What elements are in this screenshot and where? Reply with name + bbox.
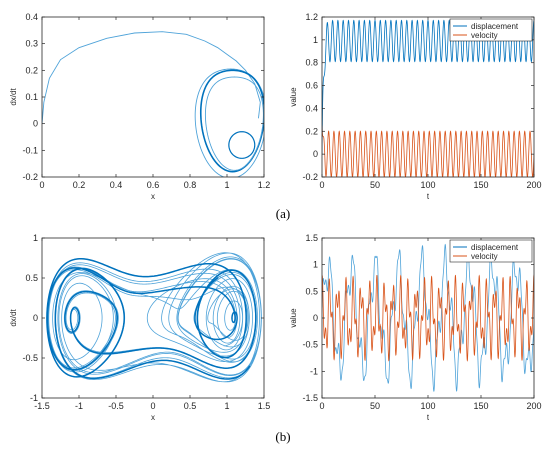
y-tick-label: 0	[33, 313, 38, 323]
x-axis-label: x	[151, 413, 155, 422]
row-label-b: (b)	[275, 429, 290, 444]
x-tick-label: 0.4	[110, 180, 123, 190]
trajectory-highlight	[46, 258, 257, 380]
y-tick-label: -1.5	[302, 393, 318, 403]
y-tick-label: 0.5	[305, 286, 318, 296]
y-tick-label: 0.8	[305, 58, 318, 68]
y-tick-label: -0.1	[22, 145, 38, 155]
x-tick-label: 150	[473, 180, 488, 190]
time-series-b: 0 50 100 150 200 -1.5 -1 -0.5 0 0.5 1 1.5 t value disp…	[289, 233, 542, 422]
legend-entry: velocity	[471, 252, 498, 261]
x-tick-label: 200	[526, 401, 541, 411]
row-label-a: (a)	[276, 206, 290, 221]
x-tick-label: 100	[420, 180, 435, 190]
x-tick-label: 1	[224, 180, 229, 190]
y-axis-label: dx/dt	[9, 88, 18, 106]
legend-entry: displacement	[471, 22, 519, 31]
x-axis-label: t	[427, 192, 430, 201]
x-tick-label: 1.5	[258, 401, 271, 411]
plot-area	[322, 19, 534, 177]
plot-area	[46, 252, 262, 383]
y-tick-label: 1.5	[305, 233, 318, 243]
y-tick-label: -0.5	[22, 353, 38, 363]
inner-loop	[228, 131, 256, 159]
y-tick-label: 1.2	[305, 12, 318, 22]
plot-area	[42, 31, 264, 177]
y-tick-label: 0	[313, 149, 318, 159]
y-tick-label: 0.2	[305, 126, 318, 136]
legend-entry: velocity	[471, 31, 498, 40]
y-tick-label: -1	[30, 393, 38, 403]
time-series-a: 0 50 100 150 200-0.200.20.40.60.811.2tvalued…	[289, 12, 542, 201]
y-tick-label: 0.4	[305, 103, 318, 113]
y-tick-label: 1	[313, 260, 318, 270]
y-tick-label: 0.4	[25, 12, 38, 22]
axes-frame	[41, 16, 265, 178]
limit-cycle	[204, 76, 264, 171]
series-displacement	[322, 19, 534, 155]
x-tick-label: 0.8	[184, 180, 197, 190]
x-tick-label: 150	[473, 401, 488, 411]
legend-box	[449, 239, 533, 263]
y-tick-label: 0.1	[25, 92, 38, 102]
x-tick-label: 50	[370, 401, 380, 411]
x-tick-label: 1.2	[258, 180, 271, 190]
x-tick-label: 200	[526, 180, 541, 190]
series-displacement	[322, 243, 534, 392]
y-tick-label: 0.5	[25, 273, 38, 283]
x-tick-label: 0	[319, 180, 324, 190]
y-tick-label: -0.5	[302, 340, 318, 350]
x-tick-label: 0.6	[147, 180, 160, 190]
x-tick-label: -1.5	[34, 401, 50, 411]
y-tick-label: 0	[33, 119, 38, 129]
x-axis-label: x	[151, 192, 155, 201]
y-tick-label: 1	[313, 35, 318, 45]
x-tick-label: 0	[39, 180, 44, 190]
y-tick-label: -1	[310, 366, 318, 376]
y-tick-label: 1	[33, 233, 38, 243]
series-velocity	[322, 274, 534, 362]
x-tick-label: 1	[224, 401, 229, 411]
y-tick-label: 0.6	[305, 81, 318, 91]
y-tick-label: -0.2	[22, 172, 38, 182]
legend-entry: displacement	[471, 243, 519, 252]
x-tick-label: 100	[420, 401, 435, 411]
legend-box	[449, 18, 533, 42]
y-tick-label: -0.2	[302, 172, 318, 182]
x-tick-label: 50	[370, 180, 380, 190]
y-tick-label: 0	[313, 313, 318, 323]
x-tick-label: 0.2	[73, 180, 86, 190]
plot-area	[322, 243, 534, 392]
series-velocity	[322, 125, 534, 177]
y-axis-label: value	[289, 308, 298, 328]
x-tick-label: 0	[319, 401, 324, 411]
x-tick-label: -0.5	[108, 401, 124, 411]
y-tick-label: 0.2	[25, 65, 38, 75]
y-axis-label: value	[289, 87, 298, 107]
x-tick-label: 0	[150, 401, 155, 411]
phase-portrait-a: 0 0.2 0.4 0.6 0.8 1 1.2 -0.2 -0.1 0 0.1 0.2 0.3 0.4 x d…	[9, 12, 270, 201]
y-axis-label: dx/dt	[9, 309, 18, 327]
y-tick-label: 0.3	[25, 39, 38, 49]
x-tick-label: -1	[75, 401, 83, 411]
x-axis-label: t	[427, 413, 430, 422]
x-tick-label: 0.5	[184, 401, 197, 411]
